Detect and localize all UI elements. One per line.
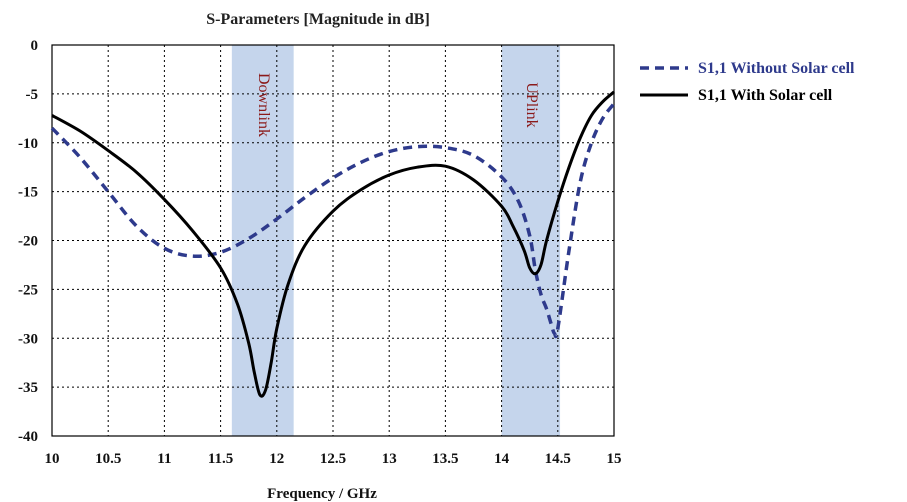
y-tick-label: -15 — [18, 185, 38, 201]
y-tick-label: -20 — [18, 234, 38, 250]
legend-label-without-solar: S1,1 Without Solar cell — [698, 60, 855, 77]
series-line-without-solar — [50, 102, 616, 339]
y-tick-label: -25 — [18, 282, 38, 298]
x-tick-label: 13.5 — [432, 451, 458, 467]
x-axis-label: Frequency / GHz — [267, 486, 377, 502]
x-tick-label: 10.5 — [95, 451, 121, 467]
legend: S1,1 Without Solar cell S1,1 With Solar … — [640, 60, 855, 104]
x-tick-label: 11 — [157, 451, 171, 467]
grid — [52, 45, 614, 436]
y-tick-label: -30 — [18, 331, 38, 347]
legend-label-with-solar: S1,1 With Solar cell — [698, 87, 833, 104]
y-tick-labels: 0 -5 -10 -15 -20 -25 -30 -35 -40 — [18, 38, 38, 445]
x-tick-label: 13 — [382, 451, 397, 467]
y-tick-label: -10 — [18, 136, 38, 152]
chart-title: S-Parameters [Magnitude in dB] — [206, 11, 430, 28]
x-tick-label: 14.5 — [545, 451, 571, 467]
x-tick-labels: 10 10.5 11 11.5 12 12.5 13 13.5 14 14.5 15 — [45, 451, 622, 467]
series-lines — [50, 90, 616, 398]
y-tick-label: -40 — [18, 429, 38, 445]
series-line-with-solar — [51, 90, 615, 398]
x-tick-label: 15 — [607, 451, 622, 467]
y-tick-label: 0 — [31, 38, 39, 54]
x-tick-label: 14 — [494, 451, 510, 467]
band-label-uplink: UPlink — [523, 82, 540, 127]
x-tick-label: 10 — [45, 451, 60, 467]
band-uplink — [501, 45, 561, 436]
y-tick-label: -35 — [18, 380, 38, 396]
x-tick-label: 12.5 — [320, 451, 346, 467]
band-label-downlink: Downlink — [255, 73, 272, 137]
x-tick-label: 11.5 — [208, 451, 233, 467]
plot-frame — [51, 44, 615, 437]
frequency-bands: Downlink UPlink — [231, 45, 561, 436]
x-tick-label: 12 — [269, 451, 284, 467]
y-tick-label: -5 — [26, 87, 39, 103]
